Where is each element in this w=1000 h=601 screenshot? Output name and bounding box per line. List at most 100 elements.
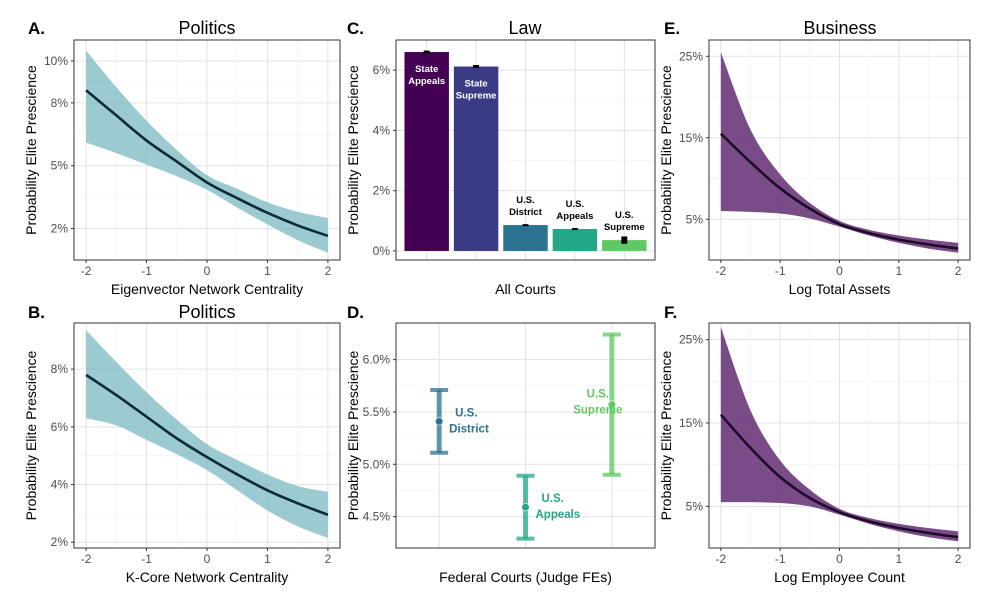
y-tick-label: 8% xyxy=(51,96,69,110)
panel-e: E. Business 5% 15% 25% Probability Elite Pres… xyxy=(658,18,971,297)
x-tick-label: 0 xyxy=(204,264,211,278)
x-tick-label: 0 xyxy=(204,552,211,566)
plot-border xyxy=(395,322,656,549)
plot-border xyxy=(73,322,341,549)
y-tick-label: 5.0% xyxy=(363,457,391,471)
x-axis-label: Log Employee Count xyxy=(774,569,905,585)
x-tick-label: -2 xyxy=(81,552,92,566)
bar-label: Supreme xyxy=(456,91,497,102)
point-label: Supreme xyxy=(573,405,622,417)
confidence-band xyxy=(720,327,959,542)
error-bar xyxy=(571,228,578,231)
panel-b: B. Politics 2% 4% 6% 8% Probability Elite Pres… xyxy=(23,302,341,585)
y-tick-label: 25% xyxy=(679,333,703,347)
y-axis-label: Probability Elite Prescience xyxy=(23,350,39,520)
estimate-line xyxy=(85,89,329,238)
bar-label: Appeals xyxy=(408,76,445,87)
y-tick-label: 6.0% xyxy=(363,353,391,367)
y-axis-label: Probability Elite Prescience xyxy=(345,65,361,235)
bar xyxy=(552,228,598,251)
bar-label: U.S. xyxy=(516,195,534,206)
panel-letter: F. xyxy=(664,303,677,322)
y-axis-label: Probability Elite Prescience xyxy=(658,65,674,235)
bar-label: Supreme xyxy=(604,222,645,233)
bar xyxy=(503,225,548,251)
bar-label: U.S. xyxy=(566,199,584,210)
error-bar xyxy=(423,50,430,54)
y-tick-label: 6% xyxy=(373,63,391,77)
panel-letter: C. xyxy=(347,19,364,38)
x-axis-label: Federal Courts (Judge FEs) xyxy=(439,569,612,585)
y-tick-label: 8% xyxy=(51,362,69,376)
bar xyxy=(404,52,449,251)
y-tick-label: 15% xyxy=(679,131,703,145)
point-estimate xyxy=(521,503,530,512)
x-tick-label: 2 xyxy=(955,264,962,278)
y-tick-label: 5.5% xyxy=(363,405,391,419)
bar xyxy=(453,66,499,251)
y-tick-label: 15% xyxy=(679,416,703,430)
x-tick-label: 0 xyxy=(836,552,843,566)
confidence-band xyxy=(720,52,959,253)
y-tick-label: 2% xyxy=(51,222,69,236)
estimate-line xyxy=(719,413,959,539)
x-tick-label: -1 xyxy=(775,264,786,278)
x-tick-label: 1 xyxy=(895,552,902,566)
estimate-line xyxy=(85,373,329,517)
y-tick-label: 2% xyxy=(373,184,391,198)
point-label: U.S. xyxy=(455,407,477,419)
plot-border xyxy=(73,39,341,261)
x-axis-label: K-Core Network Centrality xyxy=(126,569,289,585)
error-bar xyxy=(473,65,480,69)
bar-label: State xyxy=(415,64,438,75)
x-axis-label: All Courts xyxy=(495,281,556,297)
y-tick-label: 25% xyxy=(679,49,703,63)
x-tick-label: -2 xyxy=(81,264,92,278)
estimate-line xyxy=(719,132,959,250)
panel-letter: B. xyxy=(28,303,45,322)
panel-f: F. 5% 15% 25% Probability Elite Prescience Lo… xyxy=(658,303,971,585)
y-axis-label: Probability Elite Prescience xyxy=(345,350,361,520)
panel-title: Law xyxy=(508,18,542,38)
point-estimate xyxy=(607,400,616,409)
x-axis-label: Log Total Assets xyxy=(789,281,891,297)
point-label: Appeals xyxy=(536,509,581,521)
panel-a: A. Politics 2% 5% 8% 10% Probability Elite Pre… xyxy=(23,18,341,297)
plot-border xyxy=(395,39,656,261)
point-label: U.S. xyxy=(542,493,564,505)
y-tick-label: 10% xyxy=(44,54,68,68)
x-tick-label: -1 xyxy=(141,552,152,566)
error-bar xyxy=(522,224,529,227)
x-axis-label: Eigenvector Network Centrality xyxy=(111,281,303,297)
point-label: U.S. xyxy=(587,389,609,401)
plot-border xyxy=(708,39,971,261)
x-tick-label: 1 xyxy=(895,264,902,278)
y-axis-label: Probability Elite Prescience xyxy=(23,65,39,235)
confidence-band xyxy=(86,50,328,253)
bar-label: State xyxy=(464,79,487,90)
bar-label: U.S. xyxy=(615,210,633,221)
y-tick-label: 5% xyxy=(686,499,704,513)
panel-c: C. Law 0% 2% 4% 6% Probability Elite Prescienc… xyxy=(345,18,656,297)
panel-letter: E. xyxy=(664,19,680,38)
y-tick-label: 4% xyxy=(373,123,391,137)
panel-d: D. 4.5% 5.0% 5.5% 6.0%Probability Elite Pres… xyxy=(345,303,656,585)
x-tick-label: -1 xyxy=(141,264,152,278)
y-tick-label: 4% xyxy=(51,478,69,492)
point-label: District xyxy=(449,423,489,435)
bar xyxy=(602,240,647,251)
x-tick-label: 1 xyxy=(264,264,271,278)
x-tick-label: -2 xyxy=(716,264,727,278)
point-estimate xyxy=(435,417,444,426)
y-tick-label: 6% xyxy=(51,420,69,434)
x-tick-label: 1 xyxy=(264,552,271,566)
x-tick-label: 0 xyxy=(836,264,843,278)
panel-title: Politics xyxy=(178,302,235,322)
y-tick-label: 5% xyxy=(51,159,69,173)
x-tick-label: 2 xyxy=(325,264,332,278)
panel-title: Business xyxy=(803,18,876,38)
y-tick-label: 0% xyxy=(373,244,391,258)
bar-label: District xyxy=(509,207,543,218)
panel-letter: A. xyxy=(28,19,45,38)
